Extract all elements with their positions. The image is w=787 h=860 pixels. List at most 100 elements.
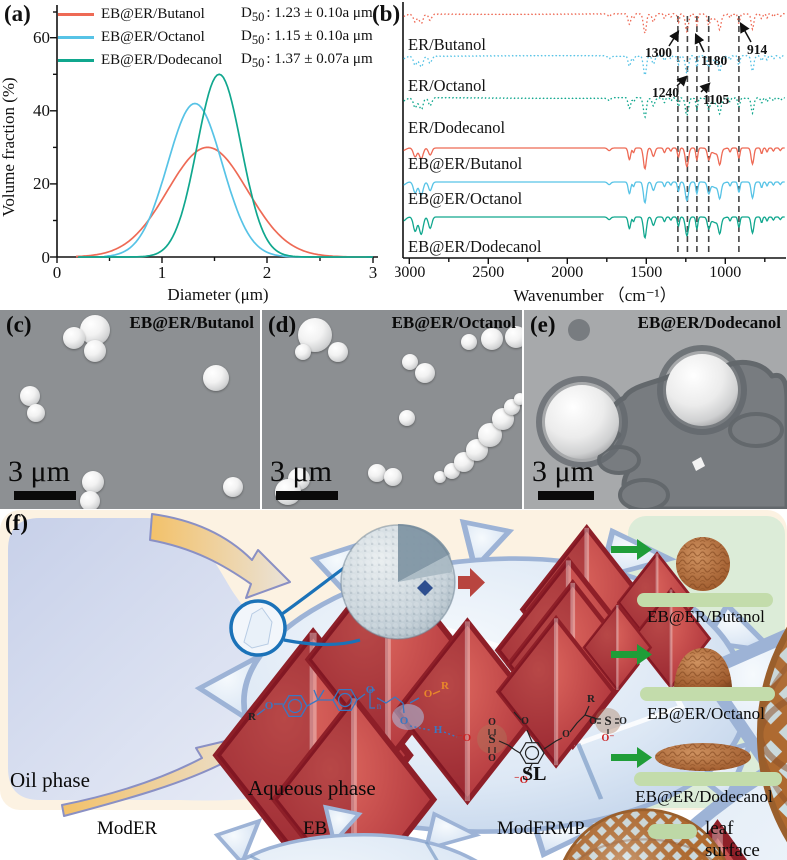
panel-e-sem-image: (e) EB@ER/Dodecanol 3 μm: [524, 310, 787, 509]
panel-e-blobs: [536, 319, 787, 509]
panel-a-label: (a): [4, 1, 31, 26]
trace-label: ER/Butanol: [408, 35, 486, 54]
panel-f-label: (f): [5, 510, 28, 535]
oil-phase-label: Oil phase: [10, 768, 90, 792]
particle: [63, 327, 85, 349]
legend-label-leaf-surface: leaf surface: [705, 818, 760, 860]
distribution-curves: [75, 73, 373, 258]
xtick-2000: 2000: [551, 264, 583, 281]
atom-label: H: [434, 724, 443, 736]
particle: [20, 386, 40, 406]
ytick-60: 60: [33, 28, 50, 47]
particle: [223, 477, 243, 497]
atom-label: O: [265, 700, 274, 712]
particle: [384, 468, 402, 486]
dodecanol-line-swatch: [58, 59, 94, 62]
particle: [666, 354, 738, 426]
ytick-40: 40: [33, 101, 50, 120]
series-curve: [403, 12, 786, 35]
particle: [328, 342, 348, 362]
panel-a: 0 20 40 60 0 1 2 3 Volume fraction (%) D…: [0, 0, 395, 310]
callout-line: [283, 638, 361, 647]
spectra-curves: [403, 12, 786, 240]
atom-label: O: [366, 684, 375, 696]
ytick-20: 20: [33, 174, 50, 193]
green-arrow-icon: [611, 747, 652, 768]
particle: [82, 471, 104, 493]
aqueous-phase-label: Aqueous phase: [248, 776, 376, 800]
sl-molecule-label: SL: [522, 763, 546, 785]
legend-series-name: EB@ER/Dodecanol: [101, 52, 223, 68]
panel-a-chart: 0 20 40 60 0 1 2 3 Volume fraction (%) D…: [0, 5, 378, 304]
leaf-surface: [637, 593, 773, 607]
panel-a-legend: EB@ER/Butanol D50: 1.23 ± 0.10a μm EB@ER…: [58, 3, 373, 72]
leaf-surface: [640, 687, 775, 701]
atom-label: O: [488, 753, 496, 764]
series-curve: [403, 54, 786, 77]
panel-e-label: (e): [530, 312, 556, 337]
panel-b: 3000 2500 2000 1500 1000 Wavenumber （cm⁻…: [393, 0, 787, 310]
particle: [27, 404, 45, 422]
panel-b-chart: 3000 2500 2000 1500 1000 Wavenumber （cm⁻…: [393, 2, 786, 305]
particle: [415, 363, 435, 383]
particle: [80, 491, 100, 509]
particle: [295, 344, 311, 360]
legend-label-moder: ModER: [97, 818, 158, 839]
particle: [84, 340, 106, 362]
d50-value: D50: 1.37 ± 0.07a μm: [241, 50, 373, 70]
panel-e-title: EB@ER/Dodecanol: [637, 313, 781, 332]
x-ticks: [56, 257, 374, 263]
eb-diamond-dark: [417, 580, 433, 596]
series-curve: [403, 96, 786, 119]
ytick-0: 0: [42, 248, 51, 267]
annotation-1180: 1180: [701, 53, 728, 68]
atom-label: O: [488, 717, 496, 728]
x-tick-labels: 3000 2500 2000 1500 1000: [393, 264, 741, 281]
panel-d-label: (d): [268, 312, 297, 337]
atom-label: n: [377, 701, 382, 711]
annotation-1105: 1105: [703, 92, 730, 107]
atom-label: S: [488, 731, 495, 746]
scale-bar-text: 3 μm: [270, 455, 332, 488]
annotation-1240: 1240: [652, 85, 679, 100]
panel-b-label: (b): [372, 1, 401, 26]
deposited-particles: [634, 537, 782, 786]
wavenumber-annotations: 1300 1240 1180 1105 914: [645, 42, 768, 107]
trace-label: ER/Octanol: [408, 76, 486, 95]
series-curve: [104, 102, 305, 258]
particle: [399, 410, 415, 426]
cutaway-microsphere: [340, 523, 652, 766]
scale-bar: [538, 491, 594, 500]
product-label-octanol: EB@ER/Octanol: [647, 704, 765, 723]
series-curve: [75, 146, 367, 258]
atom-label: O: [424, 688, 433, 700]
product-arrows: [611, 539, 652, 768]
trace-label: EB@ER/Butanol: [408, 154, 523, 173]
atom-label: ⁻O: [457, 732, 472, 744]
green-arrow-icon: [611, 644, 652, 665]
atom-label: ⁻O: [514, 774, 529, 786]
trace-label: EB@ER/Octanol: [408, 189, 523, 208]
xtick-1: 1: [158, 263, 167, 282]
d50-value: D50: 1.23 ± 0.10a μm: [241, 4, 373, 24]
product-label-dodecanol: EB@ER/Dodecanol: [635, 787, 773, 806]
particle: [402, 354, 418, 370]
legend-label-eb: EB: [303, 818, 328, 839]
particle: [203, 365, 229, 391]
scale-bar-text: 3 μm: [8, 455, 70, 488]
leaf-surface-icon: [648, 824, 697, 839]
bright-speck: [692, 457, 705, 471]
legend-row: EB@ER/Dodecanol D50: 1.37 ± 0.07a μm: [58, 49, 373, 72]
process-arrow-top: [149, 513, 291, 599]
spectra-labels: ER/Butanol ER/Octanol ER/Dodecanol EB@ER…: [408, 35, 542, 256]
atom-label: O⁻: [601, 733, 614, 744]
atom-label: O: [400, 715, 409, 727]
legend-row: EB@ER/Butanol D50: 1.23 ± 0.10a μm: [58, 3, 373, 26]
panel-d-sem-image: (d) EB@ER/Octanol 3 μm: [262, 310, 522, 509]
atom-label: O: [562, 729, 570, 740]
series-curve: [403, 216, 785, 240]
trace-label: ER/Dodecanol: [408, 118, 506, 137]
xtick-2: 2: [263, 263, 272, 282]
